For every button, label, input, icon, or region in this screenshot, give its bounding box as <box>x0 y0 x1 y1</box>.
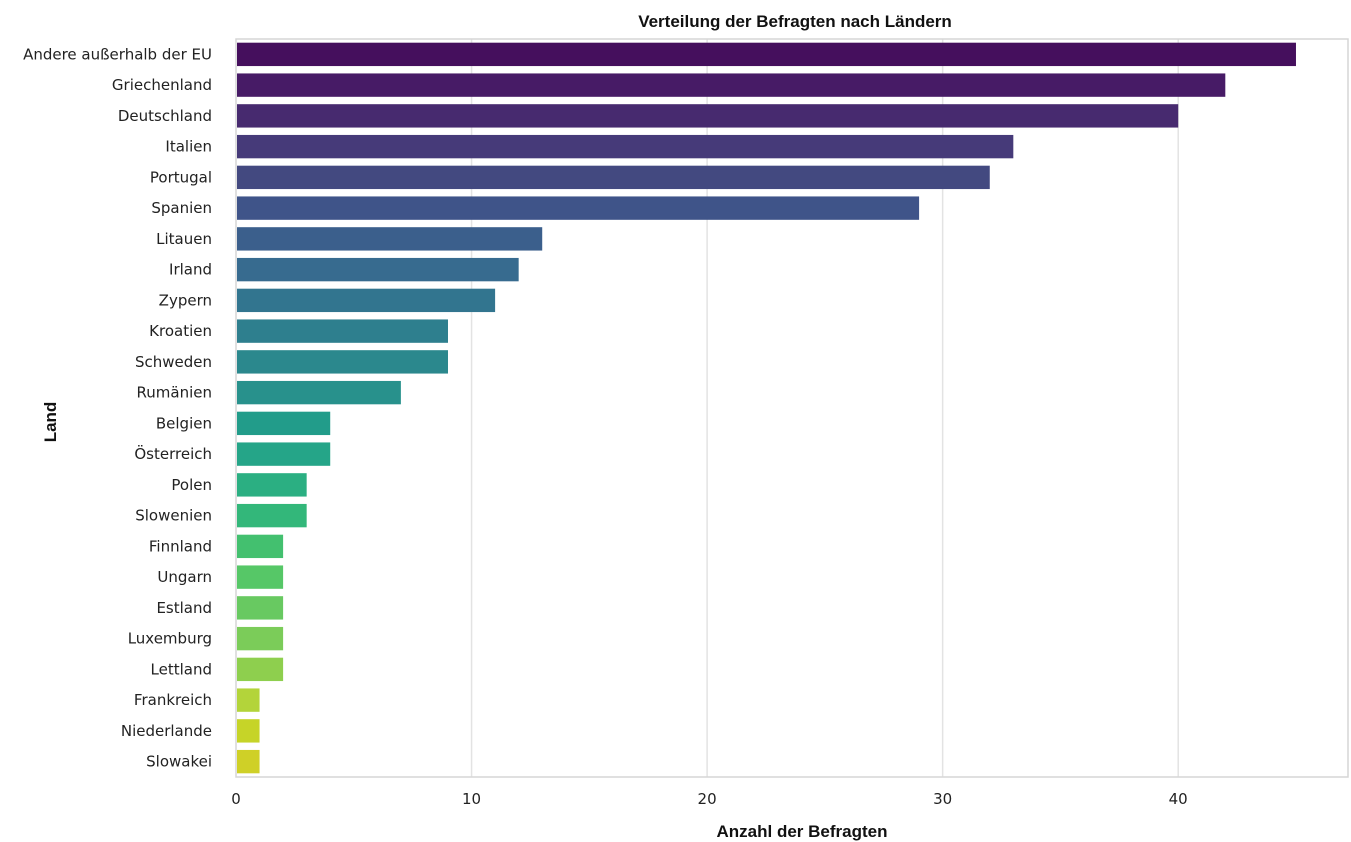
bar <box>237 73 1226 97</box>
category-label: Schweden <box>135 353 212 371</box>
category-label: Finnland <box>149 537 212 555</box>
gridlines <box>470 39 1179 777</box>
bar <box>237 257 519 282</box>
category-label: Irland <box>169 261 212 279</box>
chart-title: Verteilung der Befragten nach Ländern <box>638 12 952 31</box>
category-label: Niederlande <box>121 722 212 740</box>
bar <box>237 288 496 313</box>
category-label: Andere außerhalb der EU <box>23 45 212 63</box>
category-label: Rumänien <box>137 384 212 402</box>
x-tick-labels: 0 10 20 30 40 <box>231 790 1188 808</box>
y-axis-label: Land <box>41 402 60 443</box>
category-label: Lettland <box>151 660 212 678</box>
x-tick-label: 0 <box>231 790 241 808</box>
category-labels: Andere außerhalb der EU Griechenland Deuts… <box>23 45 212 770</box>
x-tick-label: 30 <box>933 790 952 808</box>
bar <box>237 380 401 405</box>
category-label: Italien <box>165 138 212 156</box>
category-label: Litauen <box>156 230 212 248</box>
bar <box>237 411 331 436</box>
bar <box>237 719 260 743</box>
category-label: Polen <box>171 476 212 494</box>
bar <box>237 534 284 559</box>
category-label: Zypern <box>159 291 212 309</box>
bar <box>237 165 990 190</box>
bar <box>237 749 260 774</box>
bar <box>237 104 1179 128</box>
category-label: Deutschland <box>118 107 212 125</box>
bar <box>237 42 1296 67</box>
bars <box>237 42 1296 774</box>
category-label: Slowenien <box>135 507 212 525</box>
category-label: Spanien <box>151 199 212 217</box>
category-label: Slowakei <box>146 753 212 771</box>
x-axis-label: Anzahl der Befragten <box>717 822 888 841</box>
plot-frame <box>235 38 1349 778</box>
bar <box>237 442 331 466</box>
x-tick-label: 20 <box>698 790 717 808</box>
category-label: Österreich <box>134 444 212 463</box>
category-label: Estland <box>156 599 212 617</box>
category-label: Ungarn <box>157 568 212 586</box>
bar <box>237 626 284 651</box>
bar <box>237 196 920 220</box>
bar <box>237 134 1014 159</box>
bar <box>237 350 448 374</box>
bar <box>237 503 307 528</box>
x-tick-label: 10 <box>462 790 481 808</box>
category-label: Belgien <box>156 414 212 432</box>
bar <box>237 596 284 620</box>
bar <box>237 319 448 343</box>
bar <box>237 657 284 682</box>
category-label: Portugal <box>150 168 212 186</box>
x-tick-label: 40 <box>1169 790 1188 808</box>
category-label: Luxemburg <box>128 630 212 648</box>
category-label: Griechenland <box>112 76 212 94</box>
category-label: Frankreich <box>134 691 212 709</box>
bar <box>237 227 543 251</box>
bar <box>237 688 260 712</box>
bar <box>237 565 284 589</box>
category-label: Kroatien <box>149 322 212 340</box>
bar <box>237 473 307 497</box>
